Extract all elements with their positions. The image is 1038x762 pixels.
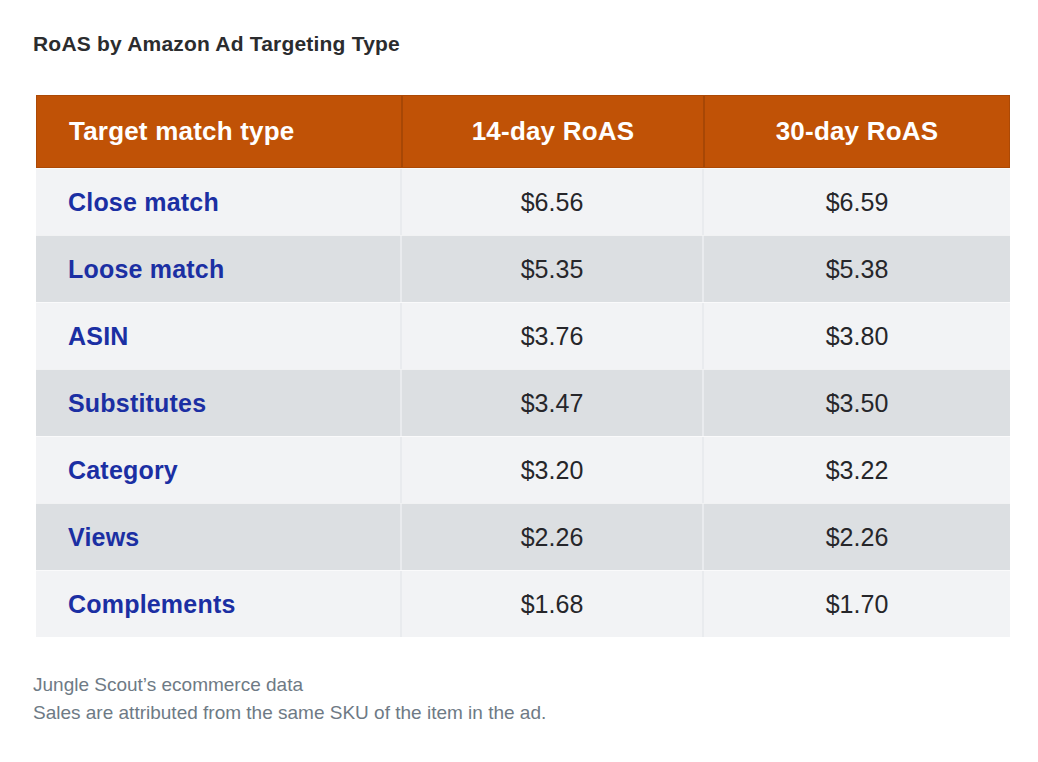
roas-30-value: $5.38 [702,236,1010,302]
roas-14-value: $3.47 [400,370,702,436]
roas-30-value: $3.50 [702,370,1010,436]
row-label: Close match [36,169,400,235]
page-title: RoAS by Amazon Ad Targeting Type [33,32,1038,56]
table-row-views: Views $2.26 $2.26 [36,503,1010,570]
table-header-row: Target match type 14-day RoAS 30-day RoA… [36,95,1010,168]
row-label: Views [36,504,400,570]
roas-30-value: $3.80 [702,303,1010,369]
footnotes: Jungle Scout’s ecommerce data Sales are … [33,671,1038,727]
roas-14-value: $6.56 [400,169,702,235]
roas-14-value: $3.76 [400,303,702,369]
table-row-substitutes: Substitutes $3.47 $3.50 [36,369,1010,436]
roas-30-value: $2.26 [702,504,1010,570]
row-label: Category [36,437,400,503]
column-header-target-match-type: Target match type [37,96,401,167]
roas-30-value: $1.70 [702,571,1010,637]
roas-14-value: $1.68 [400,571,702,637]
table-row-category: Category $3.20 $3.22 [36,436,1010,503]
table-row-complements: Complements $1.68 $1.70 [36,570,1010,637]
row-label: Substitutes [36,370,400,436]
roas-table: Target match type 14-day RoAS 30-day RoA… [36,95,1010,637]
table-row-asin: ASIN $3.76 $3.80 [36,302,1010,369]
roas-14-value: $5.35 [400,236,702,302]
table-row-close-match: Close match $6.56 $6.59 [36,168,1010,235]
row-label: Loose match [36,236,400,302]
column-header-30-day-roas: 30-day RoAS [703,96,1009,167]
roas-14-value: $2.26 [400,504,702,570]
row-label: ASIN [36,303,400,369]
attribution-note: Sales are attributed from the same SKU o… [33,699,1038,727]
row-label: Complements [36,571,400,637]
roas-30-value: $3.22 [702,437,1010,503]
column-header-14-day-roas: 14-day RoAS [401,96,703,167]
source-note: Jungle Scout’s ecommerce data [33,671,1038,699]
roas-14-value: $3.20 [400,437,702,503]
table-row-loose-match: Loose match $5.35 $5.38 [36,235,1010,302]
roas-30-value: $6.59 [702,169,1010,235]
